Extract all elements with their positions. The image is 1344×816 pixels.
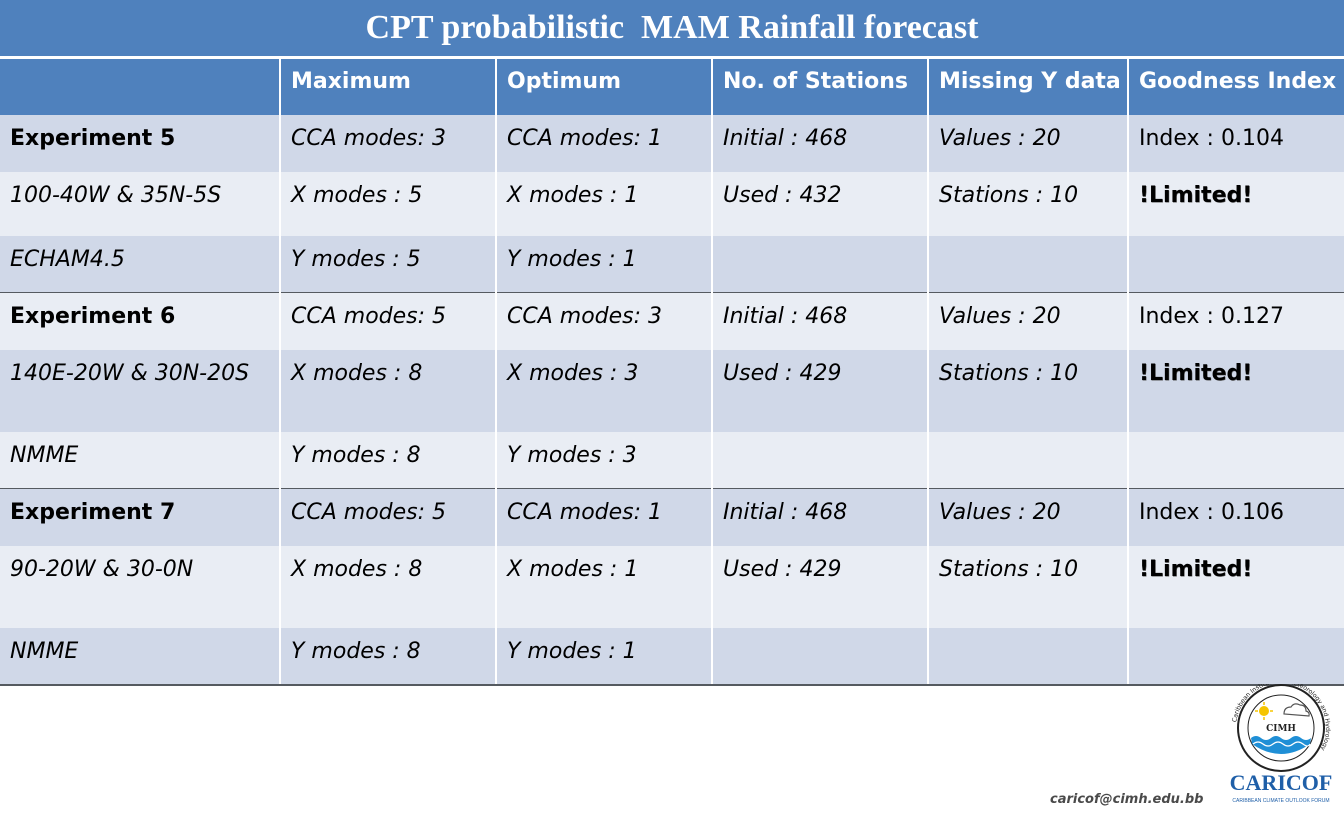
- table-cell: Y modes : 3: [495, 431, 712, 489]
- table-cell: Values : 20: [927, 488, 1128, 546]
- table-cell: [1127, 627, 1344, 686]
- cimh-caricof-logo: Caribbean Institute for Meteorology and …: [1222, 678, 1340, 812]
- domain-cell: 140E-20W & 30N-20S: [0, 349, 280, 432]
- limited-flag: !Limited!: [1127, 545, 1344, 628]
- table-cell: Used : 429: [711, 545, 928, 628]
- limited-flag: !Limited!: [1127, 349, 1344, 432]
- model-cell: NMME: [0, 431, 280, 489]
- table-row: NMME Y modes : 8 Y modes : 3: [0, 431, 1344, 489]
- table-cell: Y modes : 5: [279, 235, 496, 293]
- table-header-row: Maximum Optimum No. of Stations Missing …: [0, 56, 1344, 115]
- table-cell: X modes : 8: [279, 349, 496, 432]
- table-cell: Values : 20: [927, 114, 1128, 172]
- table-cell: Y modes : 1: [495, 235, 712, 293]
- domain-cell: 90-20W & 30-0N: [0, 545, 280, 628]
- table-cell: CCA modes: 1: [495, 114, 712, 172]
- header-cell-corner: [0, 56, 280, 115]
- table-cell: Stations : 10: [927, 171, 1128, 236]
- model-cell: ECHAM4.5: [0, 235, 280, 293]
- page-title: CPT probabilistic MAM Rainfall forecast: [365, 9, 979, 46]
- table-cell: [1127, 431, 1344, 489]
- title-bar: CPT probabilistic MAM Rainfall forecast: [0, 0, 1344, 56]
- table-row: 100-40W & 35N-5S X modes : 5 X modes : 1…: [0, 171, 1344, 236]
- limited-flag: !Limited!: [1127, 171, 1344, 236]
- header-cell-stations: No. of Stations: [711, 56, 928, 115]
- table-cell: Y modes : 8: [279, 431, 496, 489]
- table-cell: X modes : 8: [279, 545, 496, 628]
- table-cell: CCA modes: 3: [279, 114, 496, 172]
- table-cell: Stations : 10: [927, 349, 1128, 432]
- table-row: 140E-20W & 30N-20S X modes : 8 X modes :…: [0, 349, 1344, 432]
- footer-email: caricof@cimh.edu.bb: [1050, 792, 1204, 807]
- table-cell: [1127, 235, 1344, 293]
- logo-cimh-label: CIMH: [1266, 724, 1296, 734]
- table-cell: CCA modes: 5: [279, 292, 496, 350]
- table-row: 90-20W & 30-0N X modes : 8 X modes : 1 U…: [0, 545, 1344, 628]
- goodness-index-cell: Index : 0.104: [1127, 114, 1344, 172]
- table-cell: CCA modes: 3: [495, 292, 712, 350]
- table-row: ECHAM4.5 Y modes : 5 Y modes : 1: [0, 235, 1344, 293]
- table-cell: [711, 235, 928, 293]
- header-cell-optimum: Optimum: [495, 56, 712, 115]
- table-cell: X modes : 3: [495, 349, 712, 432]
- forecast-table: Maximum Optimum No. of Stations Missing …: [0, 56, 1344, 686]
- table-cell: [711, 431, 928, 489]
- table-cell: [927, 627, 1128, 686]
- table-cell: Initial : 468: [711, 114, 928, 172]
- table-cell: Used : 432: [711, 171, 928, 236]
- table-cell: Stations : 10: [927, 545, 1128, 628]
- table-cell: Y modes : 8: [279, 627, 496, 686]
- table-cell: Initial : 468: [711, 292, 928, 350]
- table-cell: X modes : 5: [279, 171, 496, 236]
- table-cell: [927, 431, 1128, 489]
- table-cell: Used : 429: [711, 349, 928, 432]
- table-cell: Values : 20: [927, 292, 1128, 350]
- table-cell: Y modes : 1: [495, 627, 712, 686]
- goodness-index-cell: Index : 0.127: [1127, 292, 1344, 350]
- table-cell: [927, 235, 1128, 293]
- header-cell-goodness: Goodness Index: [1127, 56, 1344, 115]
- experiment-name: Experiment 6: [0, 292, 280, 350]
- experiment-name: Experiment 5: [0, 114, 280, 172]
- experiment-name: Experiment 7: [0, 488, 280, 546]
- goodness-index-cell: Index : 0.106: [1127, 488, 1344, 546]
- table-row: Experiment 7 CCA modes: 5 CCA modes: 1 I…: [0, 488, 1344, 546]
- table-row: Experiment 6 CCA modes: 5 CCA modes: 3 I…: [0, 292, 1344, 350]
- table-cell: CCA modes: 1: [495, 488, 712, 546]
- header-cell-missing-y: Missing Y data: [927, 56, 1128, 115]
- cimh-logo-icon: Caribbean Institute for Meteorology and …: [1230, 678, 1333, 804]
- table-cell: CCA modes: 5: [279, 488, 496, 546]
- logo-caricof-tagline: CARIBBEAN CLIMATE OUTLOOK FORUM: [1232, 798, 1329, 804]
- logo-caricof-label: CARICOF: [1230, 770, 1333, 795]
- table-row: Experiment 5 CCA modes: 3 CCA modes: 1 I…: [0, 114, 1344, 172]
- domain-cell: 100-40W & 35N-5S: [0, 171, 280, 236]
- table-cell: X modes : 1: [495, 545, 712, 628]
- table-row: NMME Y modes : 8 Y modes : 1: [0, 627, 1344, 686]
- model-cell: NMME: [0, 627, 280, 686]
- header-cell-maximum: Maximum: [279, 56, 496, 115]
- table-cell: X modes : 1: [495, 171, 712, 236]
- table-cell: [711, 627, 928, 686]
- table-cell: Initial : 468: [711, 488, 928, 546]
